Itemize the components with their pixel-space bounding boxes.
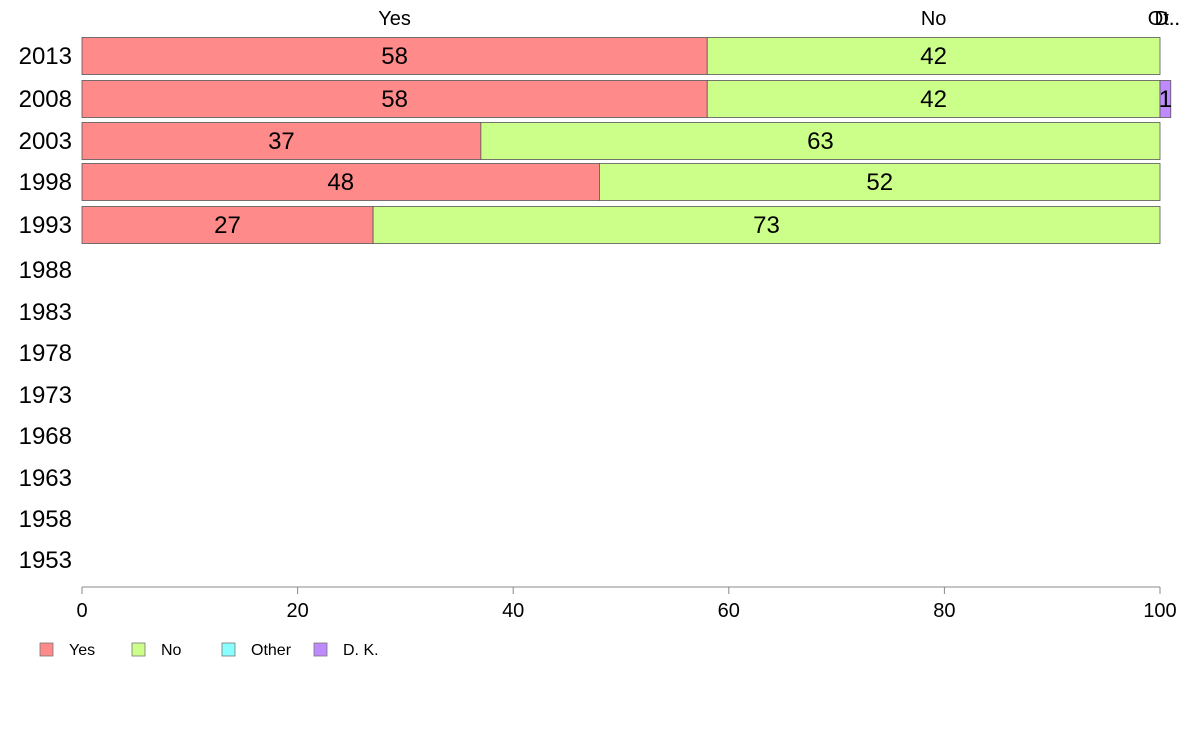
x-tick-label: 60 bbox=[718, 600, 740, 622]
data-label: 58 bbox=[381, 86, 408, 113]
category-label: 1978 bbox=[19, 340, 72, 367]
category-label: 2008 bbox=[19, 86, 72, 113]
category-label: 1988 bbox=[19, 257, 72, 284]
category-label: 1993 bbox=[19, 212, 72, 239]
data-label: 73 bbox=[753, 212, 780, 239]
data-label: 63 bbox=[807, 128, 834, 155]
bar-segment bbox=[81, 122, 482, 160]
top-labels: Yes No Ot..D.. bbox=[378, 8, 1180, 30]
category-labels: 2013 2008 2003 1998 1993 1988 1983 1978 1973 1968… bbox=[19, 43, 72, 574]
data-label: 58 bbox=[381, 43, 408, 70]
x-axis: 0 20 40 60 80 100 bbox=[76, 586, 1177, 622]
data-label: 27 bbox=[214, 212, 241, 239]
x-tick-label: 40 bbox=[502, 600, 524, 622]
legend: Yes No Other D. K. bbox=[39, 642, 379, 659]
top-series-label: Yes bbox=[378, 8, 411, 30]
legend-label: No bbox=[161, 642, 182, 659]
bar-segment bbox=[1159, 80, 1172, 118]
bars: 58 42 58 42 1 37 63 48 52 27 73 bbox=[81, 37, 1172, 244]
category-label: 2013 bbox=[19, 43, 72, 70]
data-label: 52 bbox=[866, 169, 893, 196]
legend-swatch bbox=[39, 642, 54, 657]
legend-swatch bbox=[313, 642, 328, 657]
top-series-label: Ot.. bbox=[1148, 8, 1180, 30]
category-label: 1968 bbox=[19, 423, 72, 450]
legend-label: Yes bbox=[69, 642, 95, 659]
top-series-label: No bbox=[921, 8, 947, 30]
bar-segment bbox=[81, 163, 600, 201]
legend-label: Other bbox=[251, 642, 292, 659]
bar-segment bbox=[81, 206, 374, 244]
category-label: 1983 bbox=[19, 299, 72, 326]
bar-segment bbox=[372, 206, 1161, 244]
category-label: 1953 bbox=[19, 547, 72, 574]
legend-label: D. K. bbox=[343, 642, 379, 659]
bar-segment bbox=[480, 122, 1161, 160]
data-label: 48 bbox=[327, 169, 354, 196]
legend-swatch bbox=[221, 642, 236, 657]
category-label: 1958 bbox=[19, 506, 72, 533]
top-series-label: D.. bbox=[1154, 8, 1180, 30]
x-tick-label: 80 bbox=[933, 600, 955, 622]
legend-swatch bbox=[131, 642, 146, 657]
data-label: 42 bbox=[920, 43, 947, 70]
bar-segment bbox=[706, 37, 1161, 75]
data-label: 42 bbox=[920, 86, 947, 113]
data-label: 1 bbox=[1159, 86, 1172, 113]
x-tick-label: 100 bbox=[1143, 600, 1176, 622]
category-label: 1973 bbox=[19, 382, 72, 409]
category-label: 2003 bbox=[19, 128, 72, 155]
category-label: 1963 bbox=[19, 465, 72, 492]
data-label: 37 bbox=[268, 128, 295, 155]
bar-segment bbox=[599, 163, 1161, 201]
x-tick-label: 0 bbox=[76, 600, 87, 622]
category-label: 1998 bbox=[19, 169, 72, 196]
x-tick-label: 20 bbox=[286, 600, 308, 622]
